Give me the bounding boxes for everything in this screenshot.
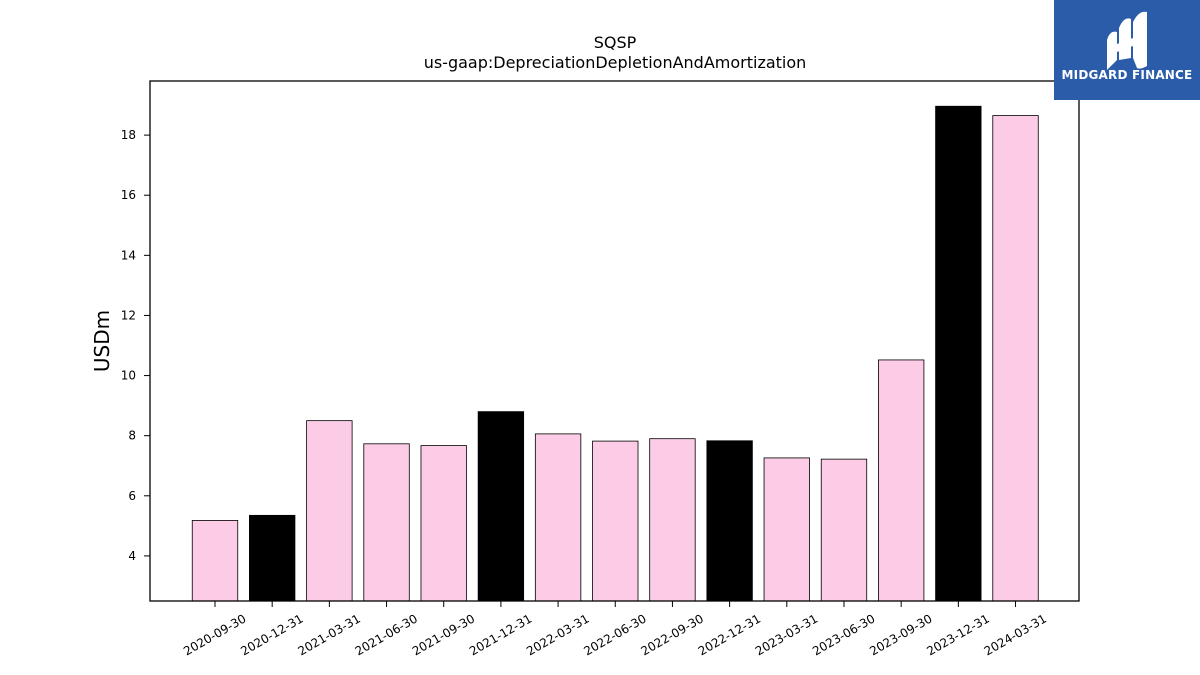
x-tick-label: 2023-06-30: [810, 611, 877, 658]
bar: [191, 520, 239, 602]
bar: [306, 420, 353, 602]
plot-frame: [149, 80, 1080, 602]
y-tick-label: 12: [121, 308, 136, 322]
y-tick-label: 14: [121, 248, 136, 262]
bar: [249, 514, 296, 602]
x-tick-label: 2023-03-31: [753, 611, 820, 658]
bar: [477, 411, 525, 602]
y-axis-ticks: 4 6 8 10 12 14 16 18: [121, 128, 150, 563]
y-tick-label: 6: [128, 489, 136, 503]
x-tick-label: 2020-12-31: [238, 611, 305, 658]
bar: [878, 359, 925, 602]
bar: [935, 105, 982, 602]
bar: [992, 115, 1039, 602]
logo-text: MIDGARD FINANCE: [1061, 68, 1193, 82]
y-tick-label: 18: [121, 128, 136, 142]
y-tick-label: 16: [121, 188, 136, 202]
x-tick-label: 2021-06-30: [353, 611, 420, 658]
chart-subtitle: us-gaap:DepreciationDepletionAndAmortiza…: [424, 53, 807, 72]
y-tick-label: 8: [128, 429, 136, 443]
x-tick-label: 2021-09-30: [410, 611, 477, 658]
x-tick-label: 2024-03-31: [982, 611, 1049, 658]
y-tick-label: 4: [128, 549, 136, 563]
chart-title: SQSP: [594, 33, 637, 52]
bars-group: [191, 105, 1039, 602]
bar: [420, 445, 467, 602]
x-tick-label: 2021-12-31: [467, 611, 534, 658]
bar: [820, 458, 868, 602]
bar: [534, 433, 582, 602]
bar: [363, 443, 410, 602]
x-tick-label: 2022-12-31: [696, 611, 763, 658]
x-tick-label: 2021-03-31: [295, 611, 362, 658]
midgard-finance-logo: MIDGARD FINANCE: [1054, 0, 1200, 100]
y-axis-label: USDm: [90, 310, 114, 372]
x-tick-label: 2023-09-30: [867, 611, 934, 658]
y-tick-label: 10: [121, 369, 136, 383]
x-tick-label: 2023-12-31: [924, 611, 991, 658]
x-tick-label: 2022-09-30: [639, 611, 706, 658]
bar: [649, 438, 696, 602]
bar: [592, 440, 639, 602]
x-tick-label: 2022-03-31: [524, 611, 591, 658]
bar: [706, 440, 753, 602]
x-tick-label: 2020-09-30: [181, 611, 248, 658]
bar: [763, 457, 810, 602]
x-tick-label: 2022-06-30: [581, 611, 648, 658]
x-axis-ticks: 2020-09-302020-12-312021-03-312021-06-30…: [181, 601, 1049, 658]
logo-mark-icon: [1107, 11, 1147, 70]
